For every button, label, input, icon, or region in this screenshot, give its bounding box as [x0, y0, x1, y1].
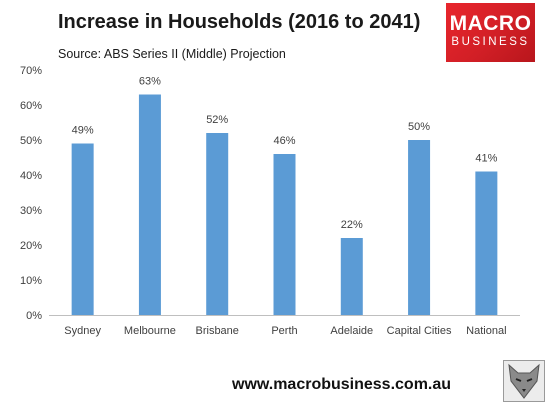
website-url: www.macrobusiness.com.au: [232, 376, 452, 393]
bar-capital-cities: [408, 140, 431, 315]
bar-sydney: [71, 143, 94, 315]
y-axis: 0% 10% 20% 30% 40% 50% 60% 70%: [20, 65, 42, 322]
x-tick-label: National: [466, 325, 506, 337]
x-axis: Sydney Melbourne Brisbane Perth Adelaide Capi…: [49, 315, 520, 337]
fox-mascot-icon: [503, 360, 545, 402]
data-label: 63%: [139, 76, 161, 88]
logo-line1: MACRO: [449, 12, 532, 35]
y-tick-label: 20%: [20, 240, 42, 252]
chart-title: Increase in Households (2016 to 2041): [58, 11, 421, 33]
macrobusiness-logo: MACRO BUSINESS: [446, 3, 535, 62]
y-tick-label: 60%: [20, 100, 42, 112]
y-tick-label: 40%: [20, 170, 42, 182]
bar-adelaide: [340, 238, 363, 315]
bar-national: [475, 171, 498, 315]
data-label: 41%: [475, 153, 497, 165]
x-tick-label: Adelaide: [330, 325, 373, 337]
bar-brisbane: [206, 133, 229, 315]
data-label: 22%: [341, 219, 363, 231]
y-tick-label: 70%: [20, 65, 42, 77]
data-label: 50%: [408, 121, 430, 133]
bar-melbourne: [138, 94, 161, 315]
y-tick-label: 30%: [20, 205, 42, 217]
y-tick-label: 0%: [26, 310, 42, 322]
data-label: 46%: [273, 135, 295, 147]
bar-series: [71, 94, 498, 315]
data-label: 52%: [206, 114, 228, 126]
x-tick-label: Capital Cities: [387, 325, 452, 337]
bar-perth: [273, 154, 296, 315]
x-tick-label: Sydney: [64, 325, 101, 337]
y-tick-label: 50%: [20, 135, 42, 147]
data-label: 49%: [72, 125, 94, 137]
logo-line2: BUSINESS: [451, 36, 530, 48]
y-tick-label: 10%: [20, 275, 42, 287]
data-labels: 49% 63% 52% 46% 22% 50% 41%: [72, 76, 498, 232]
x-tick-label: Perth: [271, 325, 297, 337]
x-tick-label: Brisbane: [196, 325, 239, 337]
x-tick-label: Melbourne: [124, 325, 176, 337]
chart-subtitle: Source: ABS Series II (Middle) Projectio…: [58, 47, 286, 61]
